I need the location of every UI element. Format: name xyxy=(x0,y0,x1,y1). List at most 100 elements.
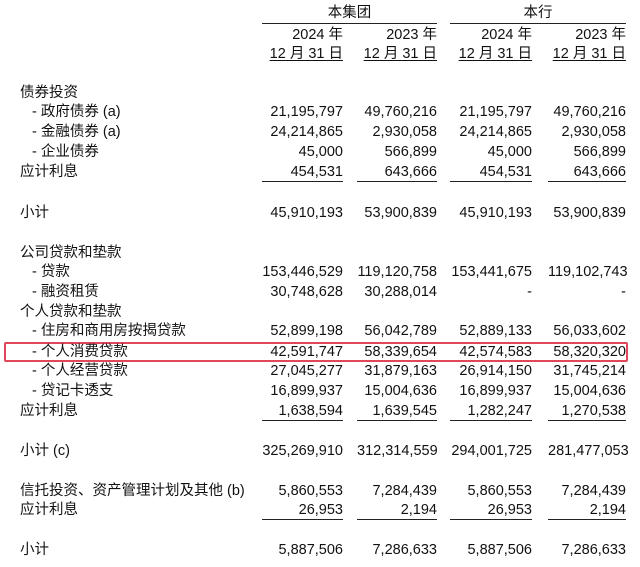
cell-value: 52,899,198 xyxy=(270,323,343,339)
cell-value: 7,286,633 xyxy=(561,542,626,558)
cell-value: 45,910,193 xyxy=(459,205,532,221)
highlight-box xyxy=(4,342,628,362)
row-label: 公司贷款和垫款 xyxy=(20,245,122,261)
cell-value: 643,666 xyxy=(357,163,437,182)
cell-value: 21,195,797 xyxy=(270,104,343,120)
row-label: - 政府债券 (a) xyxy=(32,104,121,120)
row-label: - 个人消费贷款 xyxy=(32,344,128,360)
cell-value: 31,745,214 xyxy=(553,363,626,379)
cell-value: 566,899 xyxy=(573,144,626,160)
cell-value: 24,214,865 xyxy=(459,124,532,140)
cell-value: 56,033,602 xyxy=(553,323,626,339)
year-header: 2023 年 xyxy=(386,27,437,43)
date-header: 12 月 31 日 xyxy=(363,46,437,62)
cell-value: 119,120,758 xyxy=(357,264,437,280)
cell-value: 15,004,636 xyxy=(553,383,626,399)
row-label: 个人贷款和垫款 xyxy=(20,304,122,320)
cell-value: 643,666 xyxy=(548,163,626,182)
cell-value: 5,887,506 xyxy=(467,542,532,558)
cell-value: 49,760,216 xyxy=(364,104,437,120)
cell-value: 52,889,133 xyxy=(459,323,532,339)
table-row: 应计利息 26,953 2,194 26,953 2,194 xyxy=(0,500,640,520)
cell-value: 2,194 xyxy=(357,501,437,520)
table-row: - 个人经营贷款 27,045,277 31,879,163 26,914,150 31… xyxy=(0,361,640,381)
date-header-cell: 12 月 31 日 xyxy=(342,45,437,63)
row-label: - 贷记卡透支 xyxy=(32,383,114,399)
cell-value: 16,899,937 xyxy=(270,383,343,399)
table-row: - 企业债券 45,000 566,899 45,000 566,899 xyxy=(0,142,640,162)
table-row-highlighted: - 个人消费贷款 42,591,747 58,339,654 42,574,583 58… xyxy=(0,342,640,362)
cell-value: 1,639,545 xyxy=(357,402,437,421)
cell-value: 566,899 xyxy=(384,144,437,160)
cell-value: 15,004,636 xyxy=(364,383,437,399)
cell-value: 7,284,439 xyxy=(561,483,626,499)
row-label: 应计利息 xyxy=(20,502,78,518)
cell-value: 49,760,216 xyxy=(553,104,626,120)
cell-value: 45,910,193 xyxy=(270,205,343,221)
table-row: 小计 (c) 325,269,910 312,314,559 294,001,725 2… xyxy=(0,441,640,461)
cell-value: 7,286,633 xyxy=(372,542,437,558)
cell-value: 1,282,247 xyxy=(450,402,532,421)
table-row: 应计利息 454,531 643,666 454,531 643,666 xyxy=(0,162,640,182)
table-row: 信托投资、资产管理计划及其他 (b) 5,860,553 7,284,439 5,86… xyxy=(0,481,640,501)
cell-value: 2,194 xyxy=(548,501,626,520)
date-header-cell: 12 月 31 日 xyxy=(531,45,626,63)
date-header: 12 月 31 日 xyxy=(458,46,532,62)
cell-value: 56,042,789 xyxy=(364,323,437,339)
cell-value: 30,288,014 xyxy=(364,284,437,300)
cell-value: 30,748,628 xyxy=(270,284,343,300)
date-header-cell: 12 月 31 日 xyxy=(248,45,343,63)
table-row: 小计 5,887,506 7,286,633 5,887,506 7,286,633 xyxy=(0,540,640,560)
cell-value: - xyxy=(621,284,626,300)
row-label: 小计 (c) xyxy=(20,443,70,459)
cell-value: 312,314,559 xyxy=(357,443,438,459)
date-header: 12 月 31 日 xyxy=(552,46,626,62)
row-label: - 贷款 xyxy=(32,264,70,280)
cell-value: 45,000 xyxy=(487,144,532,160)
cell-value: 119,102,743 xyxy=(548,264,628,280)
cell-value: 42,574,583 xyxy=(459,344,532,360)
cell-value: 153,446,529 xyxy=(262,264,343,280)
cell-value: 153,441,675 xyxy=(451,264,532,280)
cell-value: 24,214,865 xyxy=(270,124,343,140)
row-label: 小计 xyxy=(20,542,49,558)
group-header-bank: 本行 xyxy=(450,3,626,24)
row-label: 应计利息 xyxy=(20,403,78,419)
cell-value: 294,001,725 xyxy=(451,443,532,459)
table-row: 债券投资 xyxy=(0,83,640,103)
cell-value: 5,887,506 xyxy=(278,542,343,558)
cell-value: 53,900,839 xyxy=(364,205,437,221)
cell-value: 26,953 xyxy=(262,501,343,520)
cell-value: 21,195,797 xyxy=(459,104,532,120)
cell-value: 454,531 xyxy=(450,163,532,182)
row-label: - 融资租赁 xyxy=(32,284,99,300)
cell-value: 16,899,937 xyxy=(459,383,532,399)
year-header: 2023 年 xyxy=(575,27,626,43)
cell-value: 58,320,320 xyxy=(553,344,626,360)
row-label: 小计 xyxy=(20,205,49,221)
cell-value: 325,269,910 xyxy=(262,443,343,459)
table-row: - 贷款 153,446,529 119,120,758 153,441,675 119… xyxy=(0,262,640,282)
cell-value: 2,930,058 xyxy=(372,124,437,140)
cell-value: 5,860,553 xyxy=(467,483,532,499)
table-row: 个人贷款和垫款 xyxy=(0,302,640,322)
table-row: 小计 45,910,193 53,900,839 45,910,193 53,900,8… xyxy=(0,203,640,223)
table-row: - 金融债券 (a) 24,214,865 2,930,058 24,214,865 2… xyxy=(0,122,640,142)
cell-value: 5,860,553 xyxy=(278,483,343,499)
table-row: - 政府债券 (a) 21,195,797 49,760,216 21,195,797… xyxy=(0,102,640,122)
cell-value: 7,284,439 xyxy=(372,483,437,499)
row-label: - 金融债券 (a) xyxy=(32,124,121,140)
cell-value: 26,914,150 xyxy=(459,363,532,379)
table-row: - 住房和商用房按揭贷款 52,899,198 56,042,789 52,889,1… xyxy=(0,321,640,341)
cell-value: 1,270,538 xyxy=(548,402,626,421)
table-row: - 融资租赁 30,748,628 30,288,014 - - xyxy=(0,282,640,302)
cell-value: 2,930,058 xyxy=(561,124,626,140)
table-row: - 贷记卡透支 16,899,937 15,004,636 16,899,937 15,… xyxy=(0,381,640,401)
row-label: 信托投资、资产管理计划及其他 (b) xyxy=(20,483,245,499)
cell-value: 45,000 xyxy=(298,144,343,160)
date-header-cell: 12 月 31 日 xyxy=(437,45,532,63)
cell-value: 281,477,053 xyxy=(548,443,629,459)
table-row: 应计利息 1,638,594 1,639,545 1,282,247 1,270,538 xyxy=(0,401,640,421)
cell-value: 58,339,654 xyxy=(364,344,437,360)
cell-value: - xyxy=(527,284,532,300)
